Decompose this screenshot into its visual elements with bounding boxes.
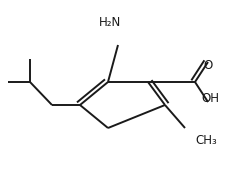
Text: OH: OH: [202, 92, 219, 105]
Text: CH₃: CH₃: [196, 134, 217, 147]
Text: O: O: [203, 59, 213, 72]
Text: H₂N: H₂N: [99, 15, 121, 28]
